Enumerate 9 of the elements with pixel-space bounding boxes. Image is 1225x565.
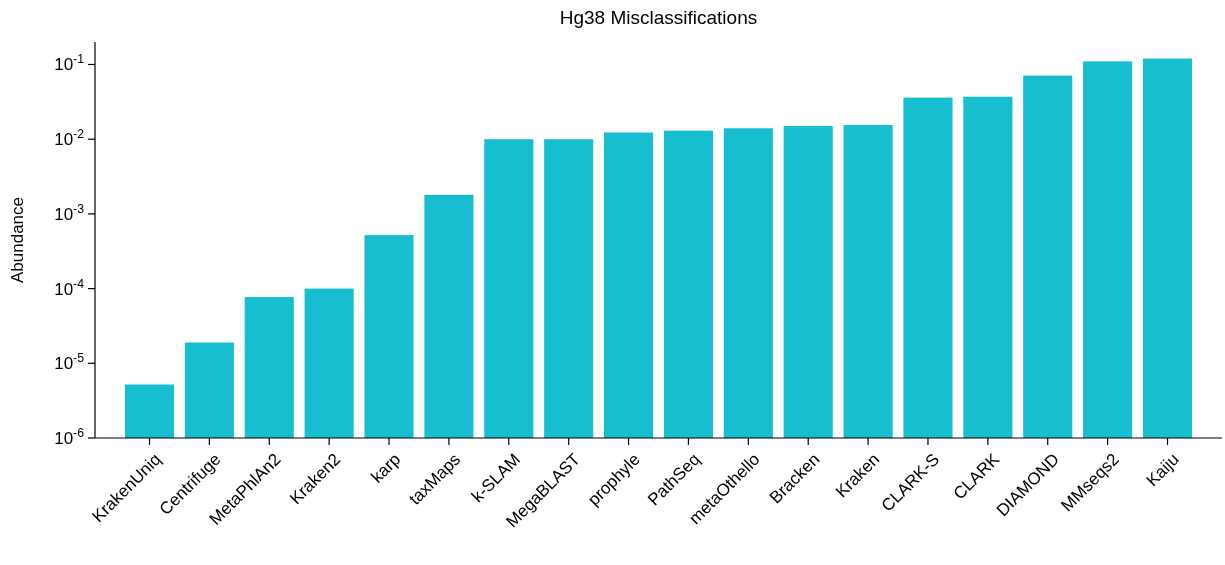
y-tick-label: 10$^{-6}$ <box>54 425 85 448</box>
x-tick-label: karp <box>367 449 405 487</box>
y-axis-title: Abundance <box>8 196 27 284</box>
y-tick-label: 10$^{-4}$ <box>54 276 85 299</box>
y-tick-label: 10$^{-1}$ <box>54 52 85 75</box>
y-tick-label: 10$^{-5}$ <box>54 351 85 374</box>
chart-title: Hg38 Misclassifications <box>559 7 758 28</box>
y-tick-label: 10$^{-2}$ <box>54 127 85 150</box>
y-tick-label: 10$^{-3}$ <box>54 201 85 224</box>
